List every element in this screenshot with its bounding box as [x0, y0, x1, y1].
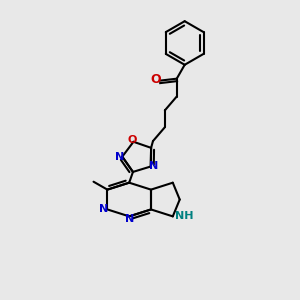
Text: N: N [149, 161, 158, 172]
Text: N: N [99, 204, 108, 214]
Text: NH: NH [176, 212, 194, 221]
Text: N: N [115, 152, 124, 162]
Text: N: N [124, 214, 134, 224]
Text: O: O [151, 73, 161, 86]
Text: O: O [128, 135, 137, 145]
